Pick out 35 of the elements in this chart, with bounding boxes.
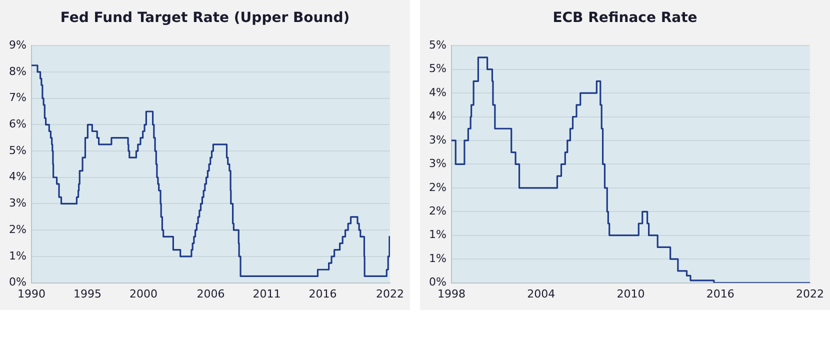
y-tick-label: 1% [9, 249, 26, 262]
chart-title: Fed Fund Target Rate (Upper Bound) [59, 9, 351, 28]
y-tick-label: 4% [429, 86, 446, 99]
x-tick-label: 2016 [706, 287, 734, 300]
y-tick-label: 2% [9, 222, 26, 236]
y-tick-label: 5% [9, 144, 26, 157]
x-tick-label: 2010 [616, 287, 645, 300]
y-tick-label: 4% [9, 170, 26, 184]
y-tick-label: 6% [9, 118, 26, 131]
x-tick-label: 2006 [196, 287, 225, 300]
y-tick-label: 4% [429, 110, 446, 123]
y-tick-label: 3% [9, 196, 26, 210]
y-tick-label: 3% [429, 133, 446, 146]
x-tick-label: 2000 [129, 287, 158, 300]
chart-title: ECB Refinace Rate [552, 9, 698, 28]
y-tick-label: 9% [9, 38, 26, 52]
y-tick-label: 5% [429, 62, 446, 76]
x-tick-label: 2022 [796, 287, 824, 300]
y-tick-label: 0% [429, 276, 446, 289]
y-tick-label: 1% [429, 252, 446, 265]
x-tick-label: 1990 [17, 287, 46, 300]
x-tick-label: 2004 [527, 287, 556, 300]
x-tick-label: 1998 [437, 287, 466, 300]
y-tick-label: 7% [9, 91, 26, 104]
y-tick-label: 3% [429, 157, 446, 170]
y-tick-label: 0% [9, 276, 26, 289]
y-tick-label: 1% [429, 228, 446, 242]
x-tick-label: 2016 [308, 287, 337, 300]
x-tick-label: 2022 [376, 287, 404, 300]
y-tick-label: 2% [429, 204, 446, 218]
y-tick-label: 8% [9, 64, 26, 78]
y-tick-label: 2% [429, 180, 446, 194]
x-tick-label: 1995 [73, 287, 102, 300]
x-tick-label: 2011 [252, 287, 281, 300]
y-tick-label: 5% [429, 38, 446, 52]
